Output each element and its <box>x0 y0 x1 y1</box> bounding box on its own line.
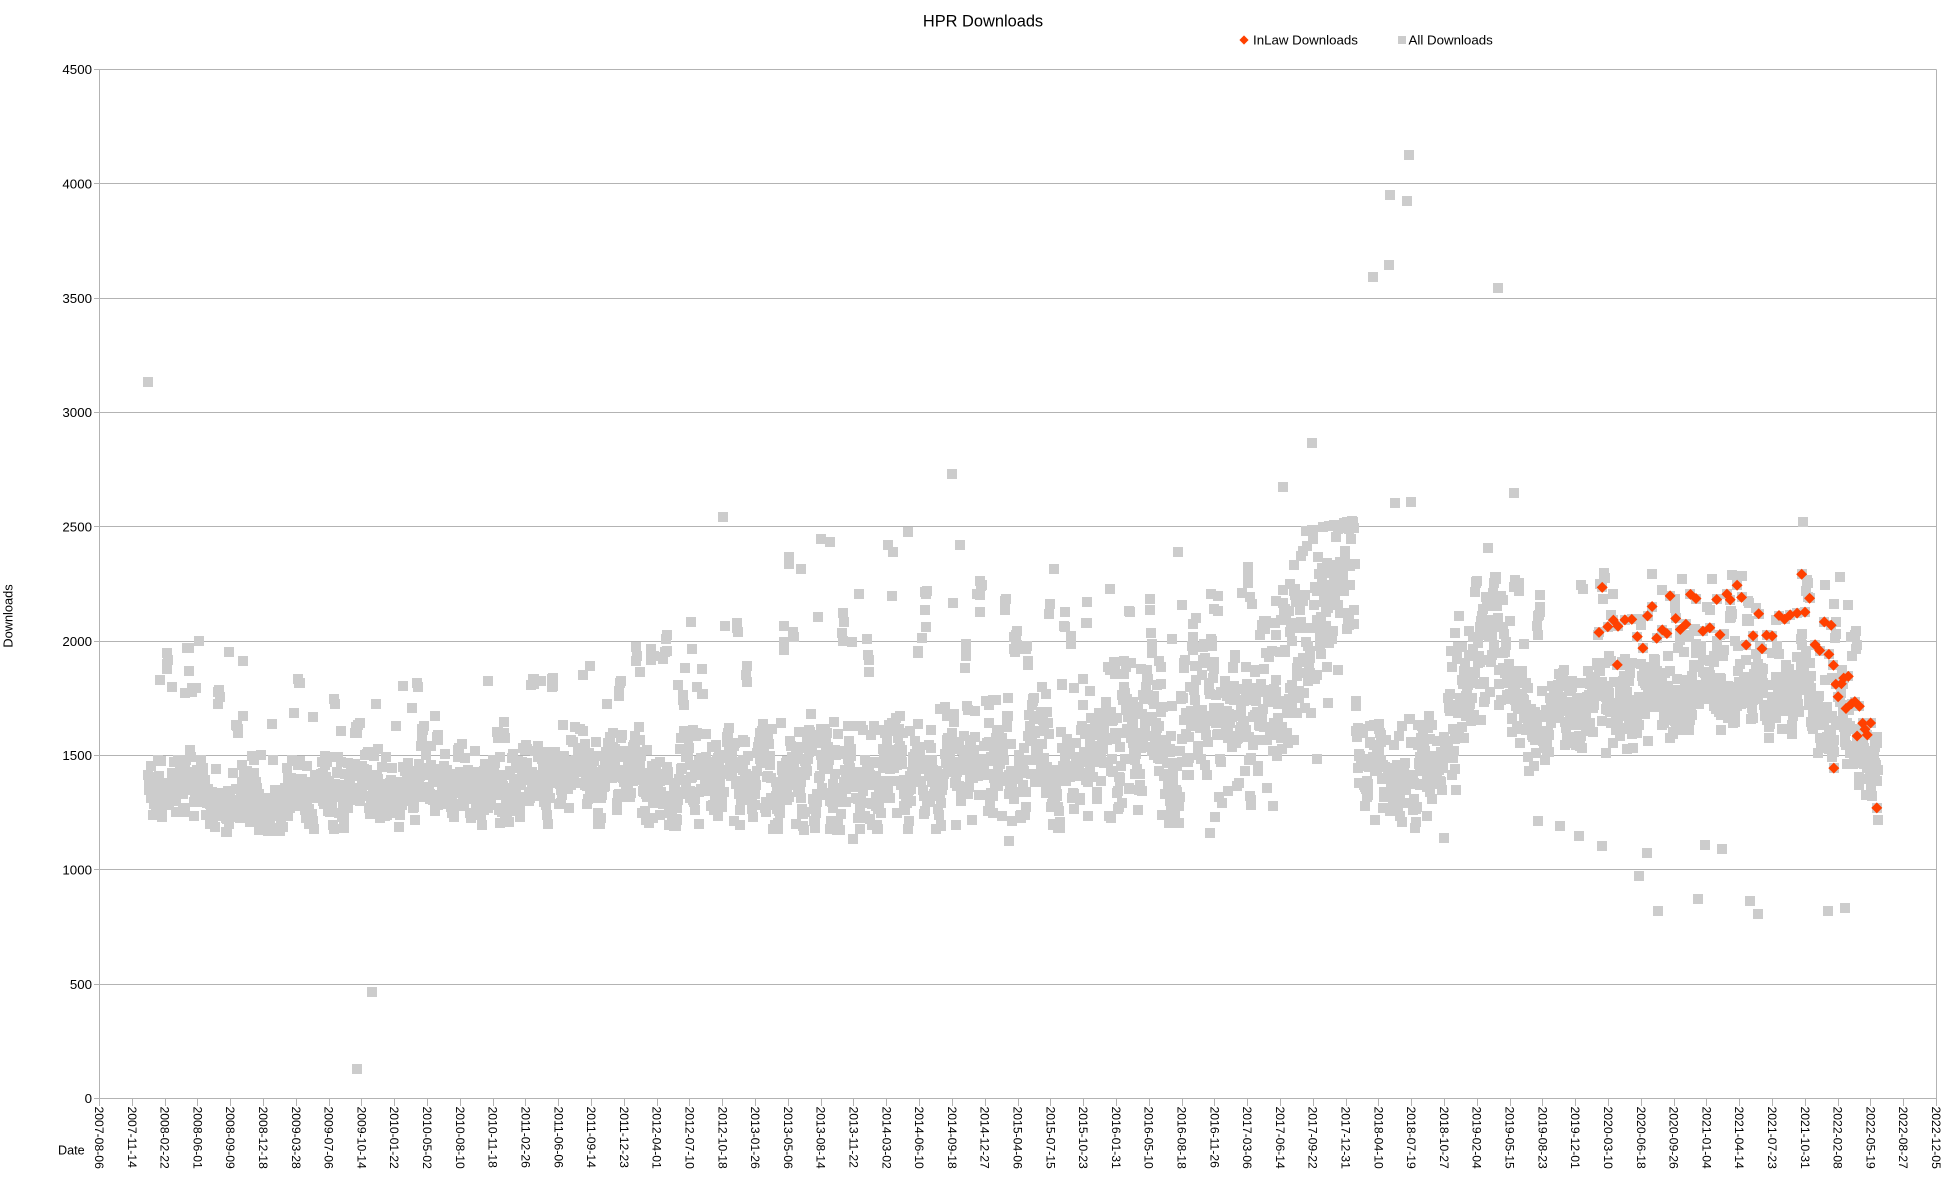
svg-text:InLaw Downloads: InLaw Downloads <box>1253 33 1358 48</box>
svg-text:2021-07-23: 2021-07-23 <box>1765 1107 1779 1170</box>
svg-text:2016-08-18: 2016-08-18 <box>1175 1107 1189 1170</box>
svg-text:2019-08-23: 2019-08-23 <box>1535 1107 1549 1170</box>
svg-text:2018-04-10: 2018-04-10 <box>1371 1107 1385 1170</box>
svg-text:2019-05-15: 2019-05-15 <box>1503 1107 1517 1170</box>
svg-text:2015-04-06: 2015-04-06 <box>1011 1107 1025 1170</box>
svg-text:2010-05-02: 2010-05-02 <box>420 1107 434 1170</box>
svg-text:2015-07-15: 2015-07-15 <box>1043 1107 1057 1170</box>
svg-text:0: 0 <box>85 1091 92 1106</box>
svg-text:4500: 4500 <box>62 62 92 77</box>
svg-text:2021-10-31: 2021-10-31 <box>1798 1107 1812 1170</box>
svg-text:2021-04-14: 2021-04-14 <box>1732 1107 1746 1170</box>
svg-text:2008-06-01: 2008-06-01 <box>190 1107 204 1170</box>
svg-text:2020-09-26: 2020-09-26 <box>1667 1107 1681 1170</box>
svg-text:2008-09-09: 2008-09-09 <box>223 1107 237 1170</box>
svg-text:2011-02-26: 2011-02-26 <box>518 1107 532 1169</box>
svg-text:2007-08-06: 2007-08-06 <box>92 1107 106 1170</box>
svg-text:2008-02-22: 2008-02-22 <box>158 1107 172 1170</box>
svg-text:2018-10-27: 2018-10-27 <box>1437 1107 1451 1170</box>
svg-text:2014-12-27: 2014-12-27 <box>978 1107 992 1170</box>
svg-text:500: 500 <box>70 977 92 992</box>
svg-text:2013-08-14: 2013-08-14 <box>814 1107 828 1170</box>
svg-text:2010-01-22: 2010-01-22 <box>387 1107 401 1170</box>
svg-text:2013-05-06: 2013-05-06 <box>781 1107 795 1170</box>
svg-text:2012-04-01: 2012-04-01 <box>650 1107 664 1170</box>
svg-text:2016-01-31: 2016-01-31 <box>1109 1107 1123 1170</box>
svg-text:2016-11-26: 2016-11-26 <box>1207 1107 1221 1169</box>
svg-text:2000: 2000 <box>62 634 92 649</box>
svg-text:2022-08-27: 2022-08-27 <box>1896 1107 1910 1170</box>
svg-text:2012-07-10: 2012-07-10 <box>683 1107 697 1170</box>
svg-text:Downloads: Downloads <box>1 584 16 647</box>
svg-text:4000: 4000 <box>62 176 92 191</box>
svg-text:2014-03-02: 2014-03-02 <box>879 1107 893 1170</box>
svg-text:2022-12-05: 2022-12-05 <box>1929 1107 1943 1170</box>
svg-text:2014-09-18: 2014-09-18 <box>945 1107 959 1170</box>
svg-text:2014-06-10: 2014-06-10 <box>912 1107 926 1170</box>
svg-text:2018-07-19: 2018-07-19 <box>1404 1107 1418 1170</box>
svg-text:2017-09-22: 2017-09-22 <box>1306 1107 1320 1170</box>
svg-text:2017-12-31: 2017-12-31 <box>1339 1107 1353 1170</box>
svg-text:3500: 3500 <box>62 291 92 306</box>
svg-text:2012-10-18: 2012-10-18 <box>715 1107 729 1170</box>
svg-text:2021-01-04: 2021-01-04 <box>1699 1107 1713 1170</box>
svg-text:HPR Downloads: HPR Downloads <box>923 13 1043 31</box>
svg-text:2011-12-23: 2011-12-23 <box>617 1107 631 1169</box>
svg-text:3000: 3000 <box>62 405 92 420</box>
svg-text:2008-12-18: 2008-12-18 <box>256 1107 270 1170</box>
svg-text:2011-09-14: 2011-09-14 <box>584 1107 598 1169</box>
svg-text:1500: 1500 <box>62 748 92 763</box>
svg-text:2016-05-10: 2016-05-10 <box>1142 1107 1156 1170</box>
svg-text:2020-03-10: 2020-03-10 <box>1601 1107 1615 1170</box>
svg-text:2022-02-08: 2022-02-08 <box>1831 1107 1845 1170</box>
svg-text:2009-10-14: 2009-10-14 <box>354 1107 368 1170</box>
svg-text:2011-06-06: 2011-06-06 <box>551 1107 565 1169</box>
svg-text:2019-02-04: 2019-02-04 <box>1470 1107 1484 1170</box>
svg-text:2009-03-28: 2009-03-28 <box>289 1107 303 1170</box>
svg-text:2017-06-14: 2017-06-14 <box>1273 1107 1287 1170</box>
svg-text:2009-07-06: 2009-07-06 <box>322 1107 336 1170</box>
svg-text:2017-03-06: 2017-03-06 <box>1240 1107 1254 1170</box>
svg-text:All Downloads: All Downloads <box>1409 33 1494 48</box>
svg-text:2019-12-01: 2019-12-01 <box>1568 1107 1582 1170</box>
svg-text:2007-11-14: 2007-11-14 <box>125 1107 139 1169</box>
svg-text:2013-01-26: 2013-01-26 <box>748 1107 762 1170</box>
svg-text:2020-06-18: 2020-06-18 <box>1634 1107 1648 1170</box>
svg-text:1000: 1000 <box>62 862 92 877</box>
svg-text:Date: Date <box>58 1144 85 1158</box>
svg-text:2015-10-23: 2015-10-23 <box>1076 1107 1090 1170</box>
svg-text:2010-08-10: 2010-08-10 <box>453 1107 467 1170</box>
svg-text:2500: 2500 <box>62 519 92 534</box>
svg-text:2010-11-18: 2010-11-18 <box>486 1107 500 1169</box>
svg-text:2022-05-19: 2022-05-19 <box>1863 1107 1877 1170</box>
svg-text:2013-11-22: 2013-11-22 <box>847 1107 861 1169</box>
